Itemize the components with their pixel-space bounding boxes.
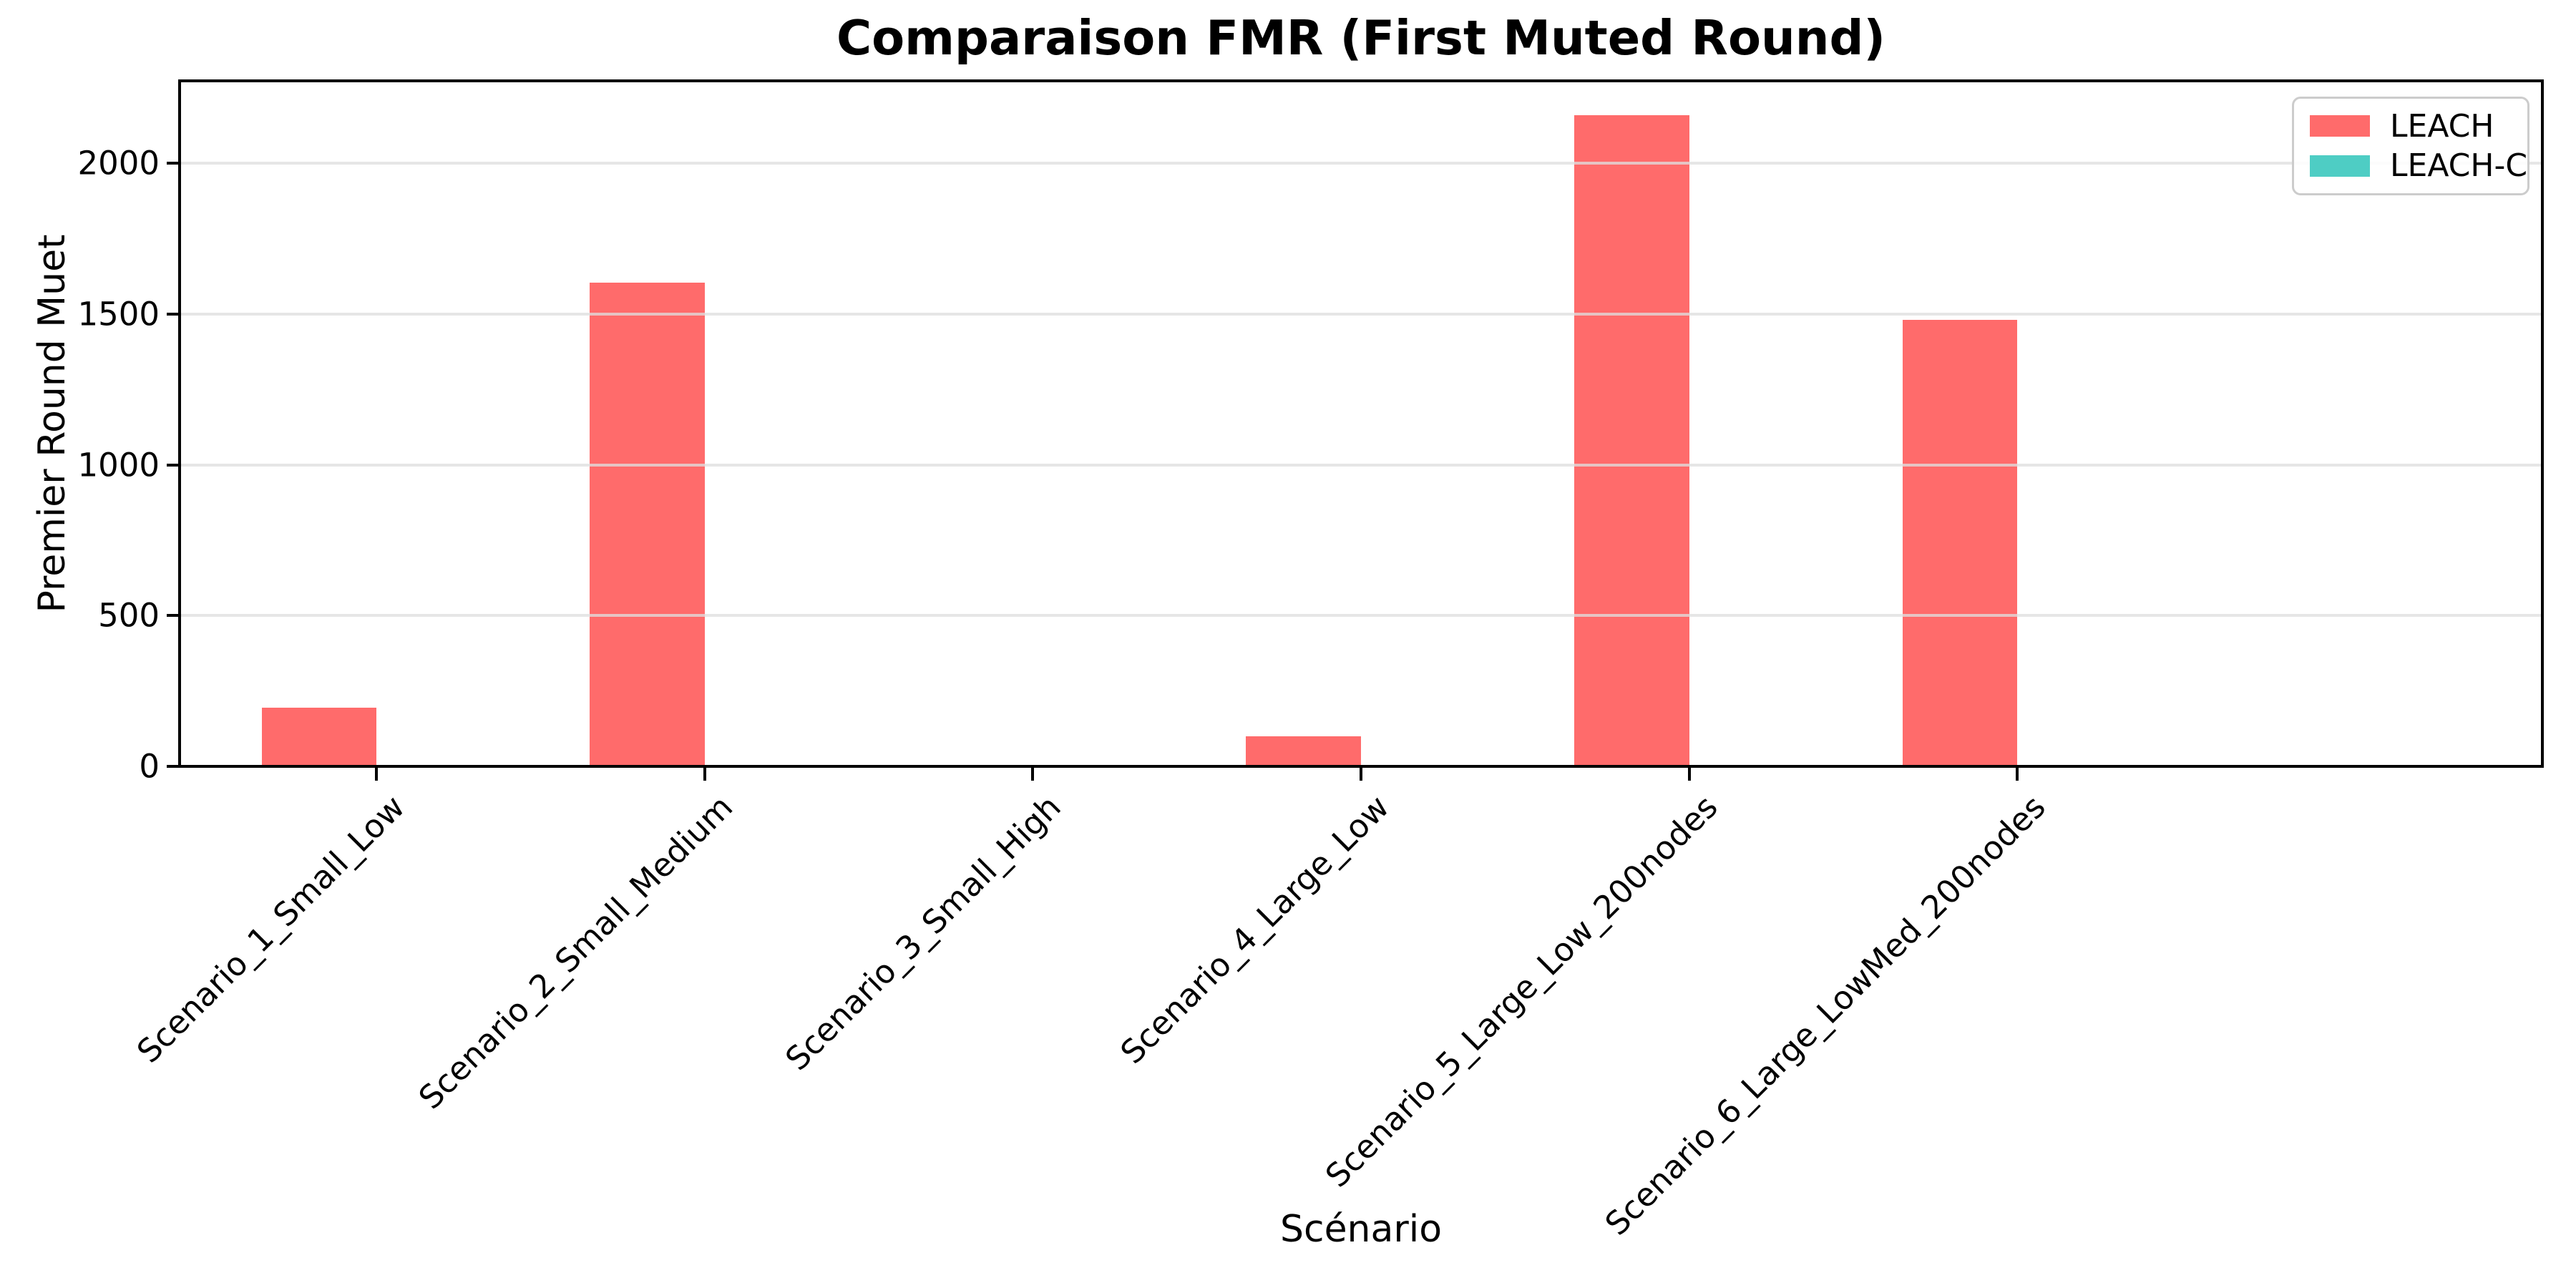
y-tick-mark	[167, 614, 180, 618]
x-tick-mark	[703, 766, 706, 781]
y-tick-label: 1500	[77, 295, 160, 333]
x-tick-label: Scenario_1_Small_Low	[129, 788, 412, 1070]
bar-leach-4	[1246, 736, 1361, 766]
bar-leach-6	[1902, 320, 2018, 766]
y-tick-mark	[167, 162, 180, 165]
x-tick-mark	[1687, 766, 1691, 781]
y-gridline	[180, 162, 2542, 165]
legend-item-leach: LEACH	[2310, 108, 2512, 145]
x-tick-mark	[375, 766, 379, 781]
y-tick-mark	[167, 765, 180, 768]
y-tick-label: 2000	[77, 144, 160, 182]
y-tick-label: 1000	[77, 446, 160, 484]
x-tick-label: Scenario_4_Large_Low	[1113, 788, 1397, 1071]
y-axis-label: Premier Round Muet	[31, 234, 74, 613]
y-tick-mark	[167, 312, 180, 316]
legend-label-leach: LEACH	[2390, 107, 2494, 145]
y-tick-label: 500	[98, 596, 160, 635]
chart-title: Comparaison FMR (First Muted Round)	[836, 10, 1886, 66]
legend-label-leach-c: LEACH-C	[2390, 147, 2528, 185]
y-tick-mark	[167, 463, 180, 467]
y-gridline	[180, 463, 2542, 467]
x-tick-mark	[1031, 766, 1035, 781]
x-tick-label: Scenario_2_Small_Medium	[411, 788, 741, 1117]
bar-leach-5	[1574, 114, 1689, 766]
y-gridline	[180, 614, 2542, 618]
legend-item-leach-c: LEACH-C	[2310, 147, 2527, 184]
y-tick-label: 0	[139, 747, 160, 786]
x-axis-label: Scénario	[1279, 1208, 1443, 1251]
plot-area	[180, 81, 2542, 766]
bar-leach-2	[590, 282, 705, 766]
legend: LEACH LEACH-C	[2292, 97, 2529, 195]
legend-swatch-leach-c	[2310, 155, 2370, 177]
x-tick-label: Scenario_3_Small_High	[778, 788, 1068, 1078]
y-gridline	[180, 312, 2542, 316]
legend-swatch-leach	[2310, 115, 2370, 137]
x-tick-mark	[1360, 766, 1362, 781]
x-tick-mark	[2016, 766, 2019, 781]
bar-leach-1	[261, 707, 377, 766]
x-tick-label: Scenario_5_Large_Low_200nodes	[1317, 788, 1725, 1195]
